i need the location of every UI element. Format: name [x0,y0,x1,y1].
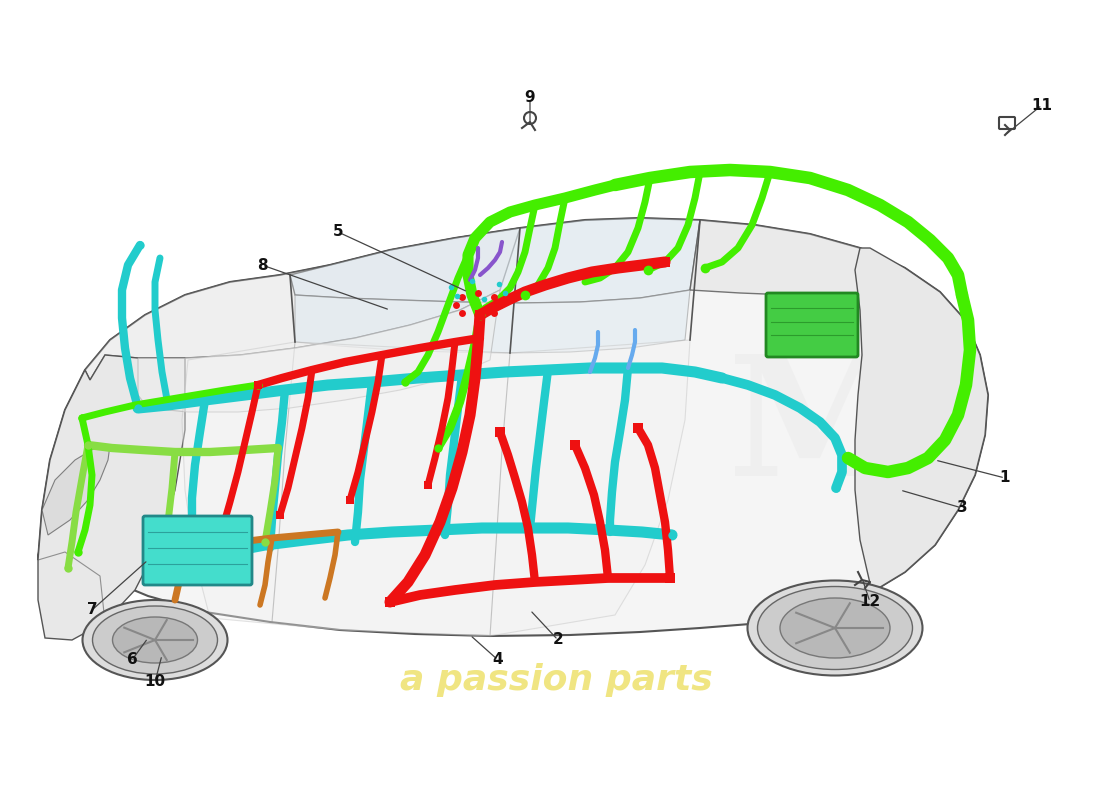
Ellipse shape [758,586,913,670]
Text: 10: 10 [144,674,166,690]
Text: 3: 3 [957,501,967,515]
Ellipse shape [748,581,923,675]
Polygon shape [295,290,690,353]
Text: 12: 12 [859,594,881,610]
Ellipse shape [92,606,218,674]
Text: a passion parts: a passion parts [400,663,713,697]
Polygon shape [85,228,520,380]
Text: 2: 2 [552,633,563,647]
Polygon shape [42,445,110,535]
Polygon shape [39,218,988,636]
Text: 9: 9 [525,90,536,106]
Text: M: M [728,349,912,511]
Ellipse shape [780,598,890,658]
Text: 1: 1 [1000,470,1010,486]
Polygon shape [182,340,690,636]
Polygon shape [690,220,905,295]
Polygon shape [138,290,500,412]
FancyBboxPatch shape [143,516,252,585]
Text: 6: 6 [126,653,138,667]
Ellipse shape [82,600,228,680]
Text: 8: 8 [256,258,267,273]
Polygon shape [290,218,700,303]
Ellipse shape [112,617,198,663]
Text: 4: 4 [493,653,504,667]
Polygon shape [39,355,185,640]
Polygon shape [855,248,988,592]
Text: 7: 7 [87,602,97,618]
Text: 5: 5 [332,225,343,239]
Text: 11: 11 [1032,98,1053,113]
FancyBboxPatch shape [766,293,858,357]
